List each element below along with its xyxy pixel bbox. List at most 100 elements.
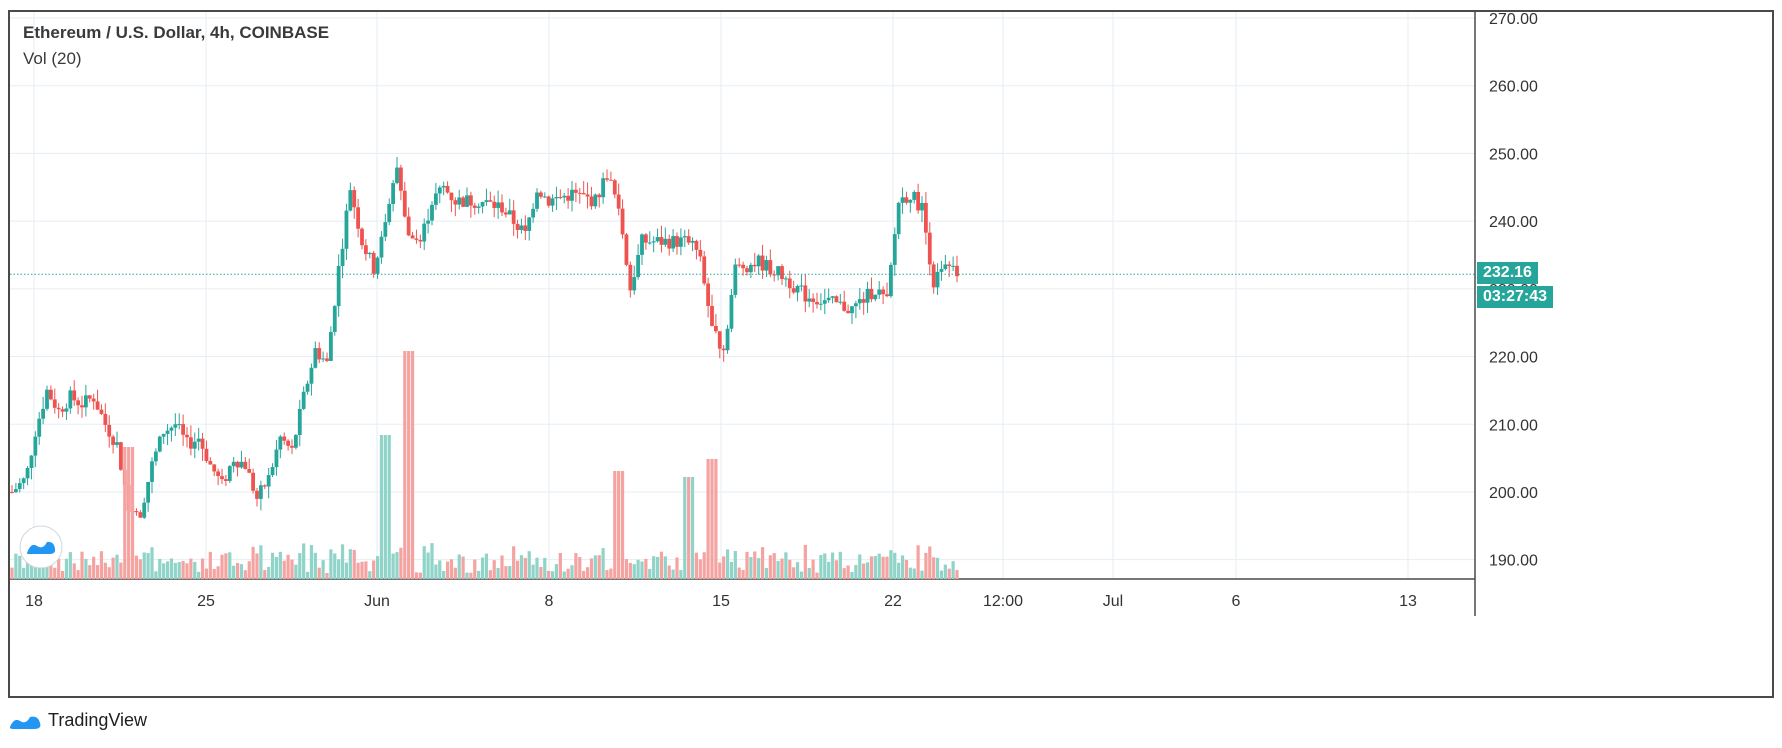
candle-body xyxy=(900,197,905,203)
volume-bar xyxy=(418,572,422,579)
volume-bar xyxy=(410,351,415,579)
volume-bar xyxy=(885,556,889,579)
candle-body xyxy=(799,285,804,287)
volume-bar xyxy=(228,552,232,579)
candle-body xyxy=(768,260,773,275)
chart-logo-bubble[interactable] xyxy=(18,524,64,570)
candle-body xyxy=(422,223,427,242)
volume-bar xyxy=(162,563,166,579)
volume-bar xyxy=(329,549,333,579)
volume-bar xyxy=(741,569,745,579)
candle-body xyxy=(453,200,458,205)
volume-bar xyxy=(274,556,279,579)
volume-bar xyxy=(391,553,395,579)
candle-body xyxy=(192,441,197,449)
candle-body xyxy=(628,264,633,291)
volume-bar xyxy=(605,570,609,579)
volume-bar xyxy=(617,471,621,579)
candle-body xyxy=(290,445,294,448)
volume-bar xyxy=(127,447,131,579)
candle-body xyxy=(822,300,827,304)
candle-body xyxy=(367,252,372,255)
candle-body xyxy=(892,234,897,265)
volume-bar xyxy=(480,557,485,579)
candle-body xyxy=(150,461,154,482)
candle-body xyxy=(853,303,858,307)
volume-bar xyxy=(671,569,675,579)
candle-body xyxy=(321,358,326,360)
candle-body xyxy=(68,390,73,409)
x-tick-label: 18 xyxy=(25,593,43,610)
candle-body xyxy=(678,237,683,247)
candle-body xyxy=(344,210,349,249)
candle-body xyxy=(363,245,368,255)
candle-body xyxy=(169,427,174,431)
candle-body xyxy=(87,395,92,399)
candle-body xyxy=(842,301,847,311)
candle-body xyxy=(360,228,364,246)
volume-bar xyxy=(177,562,181,579)
volume-bar xyxy=(714,459,718,579)
volume-bar xyxy=(18,555,22,579)
chart-frame[interactable]: 270.00260.00250.00240.00230.00220.00210.… xyxy=(8,10,1774,698)
candle-body xyxy=(675,236,679,247)
volume-bar xyxy=(753,551,757,579)
volume-bar xyxy=(749,557,753,579)
brand-footer[interactable]: TradingView xyxy=(8,710,147,731)
volume-bar xyxy=(932,557,936,579)
volume-bar xyxy=(585,567,590,579)
candle-body xyxy=(923,202,928,233)
volume-bar xyxy=(881,556,885,579)
volume-bar xyxy=(893,552,897,579)
volume-bar xyxy=(830,552,835,579)
volume-bar xyxy=(461,556,465,579)
volume-bar xyxy=(644,558,648,579)
volume-bar xyxy=(667,565,671,579)
candle-body xyxy=(815,301,819,305)
x-tick-label: 15 xyxy=(712,593,730,610)
volume-bar xyxy=(53,567,57,579)
volume-bar xyxy=(947,568,951,579)
candle-body xyxy=(573,189,578,193)
volume-bar xyxy=(939,570,944,579)
candle-body xyxy=(231,461,236,467)
candle-body xyxy=(161,433,166,437)
candle-body xyxy=(896,202,901,235)
volume-bar xyxy=(694,552,699,579)
candle-body xyxy=(301,391,306,409)
candle-body xyxy=(857,299,862,304)
volume-bar xyxy=(130,447,135,579)
candle-body xyxy=(542,196,547,198)
candle-body xyxy=(881,289,886,295)
volume-bar xyxy=(337,559,341,579)
volume-bar xyxy=(165,561,170,579)
y-tick-label: 210.00 xyxy=(1489,417,1538,434)
volume-bar xyxy=(181,561,185,579)
candle-body xyxy=(624,234,629,265)
volume-bar xyxy=(399,547,403,579)
volume-bar xyxy=(593,555,597,579)
candle-body xyxy=(379,236,384,258)
candle-body xyxy=(433,193,438,205)
price-chart[interactable]: 270.00260.00250.00240.00230.00220.00210.… xyxy=(10,12,1772,696)
volume-bar xyxy=(150,547,154,579)
candle-body xyxy=(783,278,788,280)
volume-bar xyxy=(920,570,924,579)
volume-bar xyxy=(142,552,146,579)
volume-bar xyxy=(88,565,92,579)
candle-body xyxy=(227,466,232,481)
volume-bar xyxy=(387,435,391,579)
volume-bar xyxy=(84,558,88,579)
volume-bar xyxy=(562,571,566,579)
candle-body xyxy=(348,190,353,211)
candle-body xyxy=(515,223,520,230)
candle-body xyxy=(208,461,213,465)
volume-bar xyxy=(729,561,734,579)
volume-bar xyxy=(232,565,236,579)
volume-bar xyxy=(309,545,314,579)
x-tick-label: 13 xyxy=(1399,593,1417,610)
volume-bar xyxy=(14,553,18,579)
volume-bar xyxy=(900,555,905,579)
candle-body xyxy=(313,348,318,368)
volume-bar xyxy=(757,558,761,579)
